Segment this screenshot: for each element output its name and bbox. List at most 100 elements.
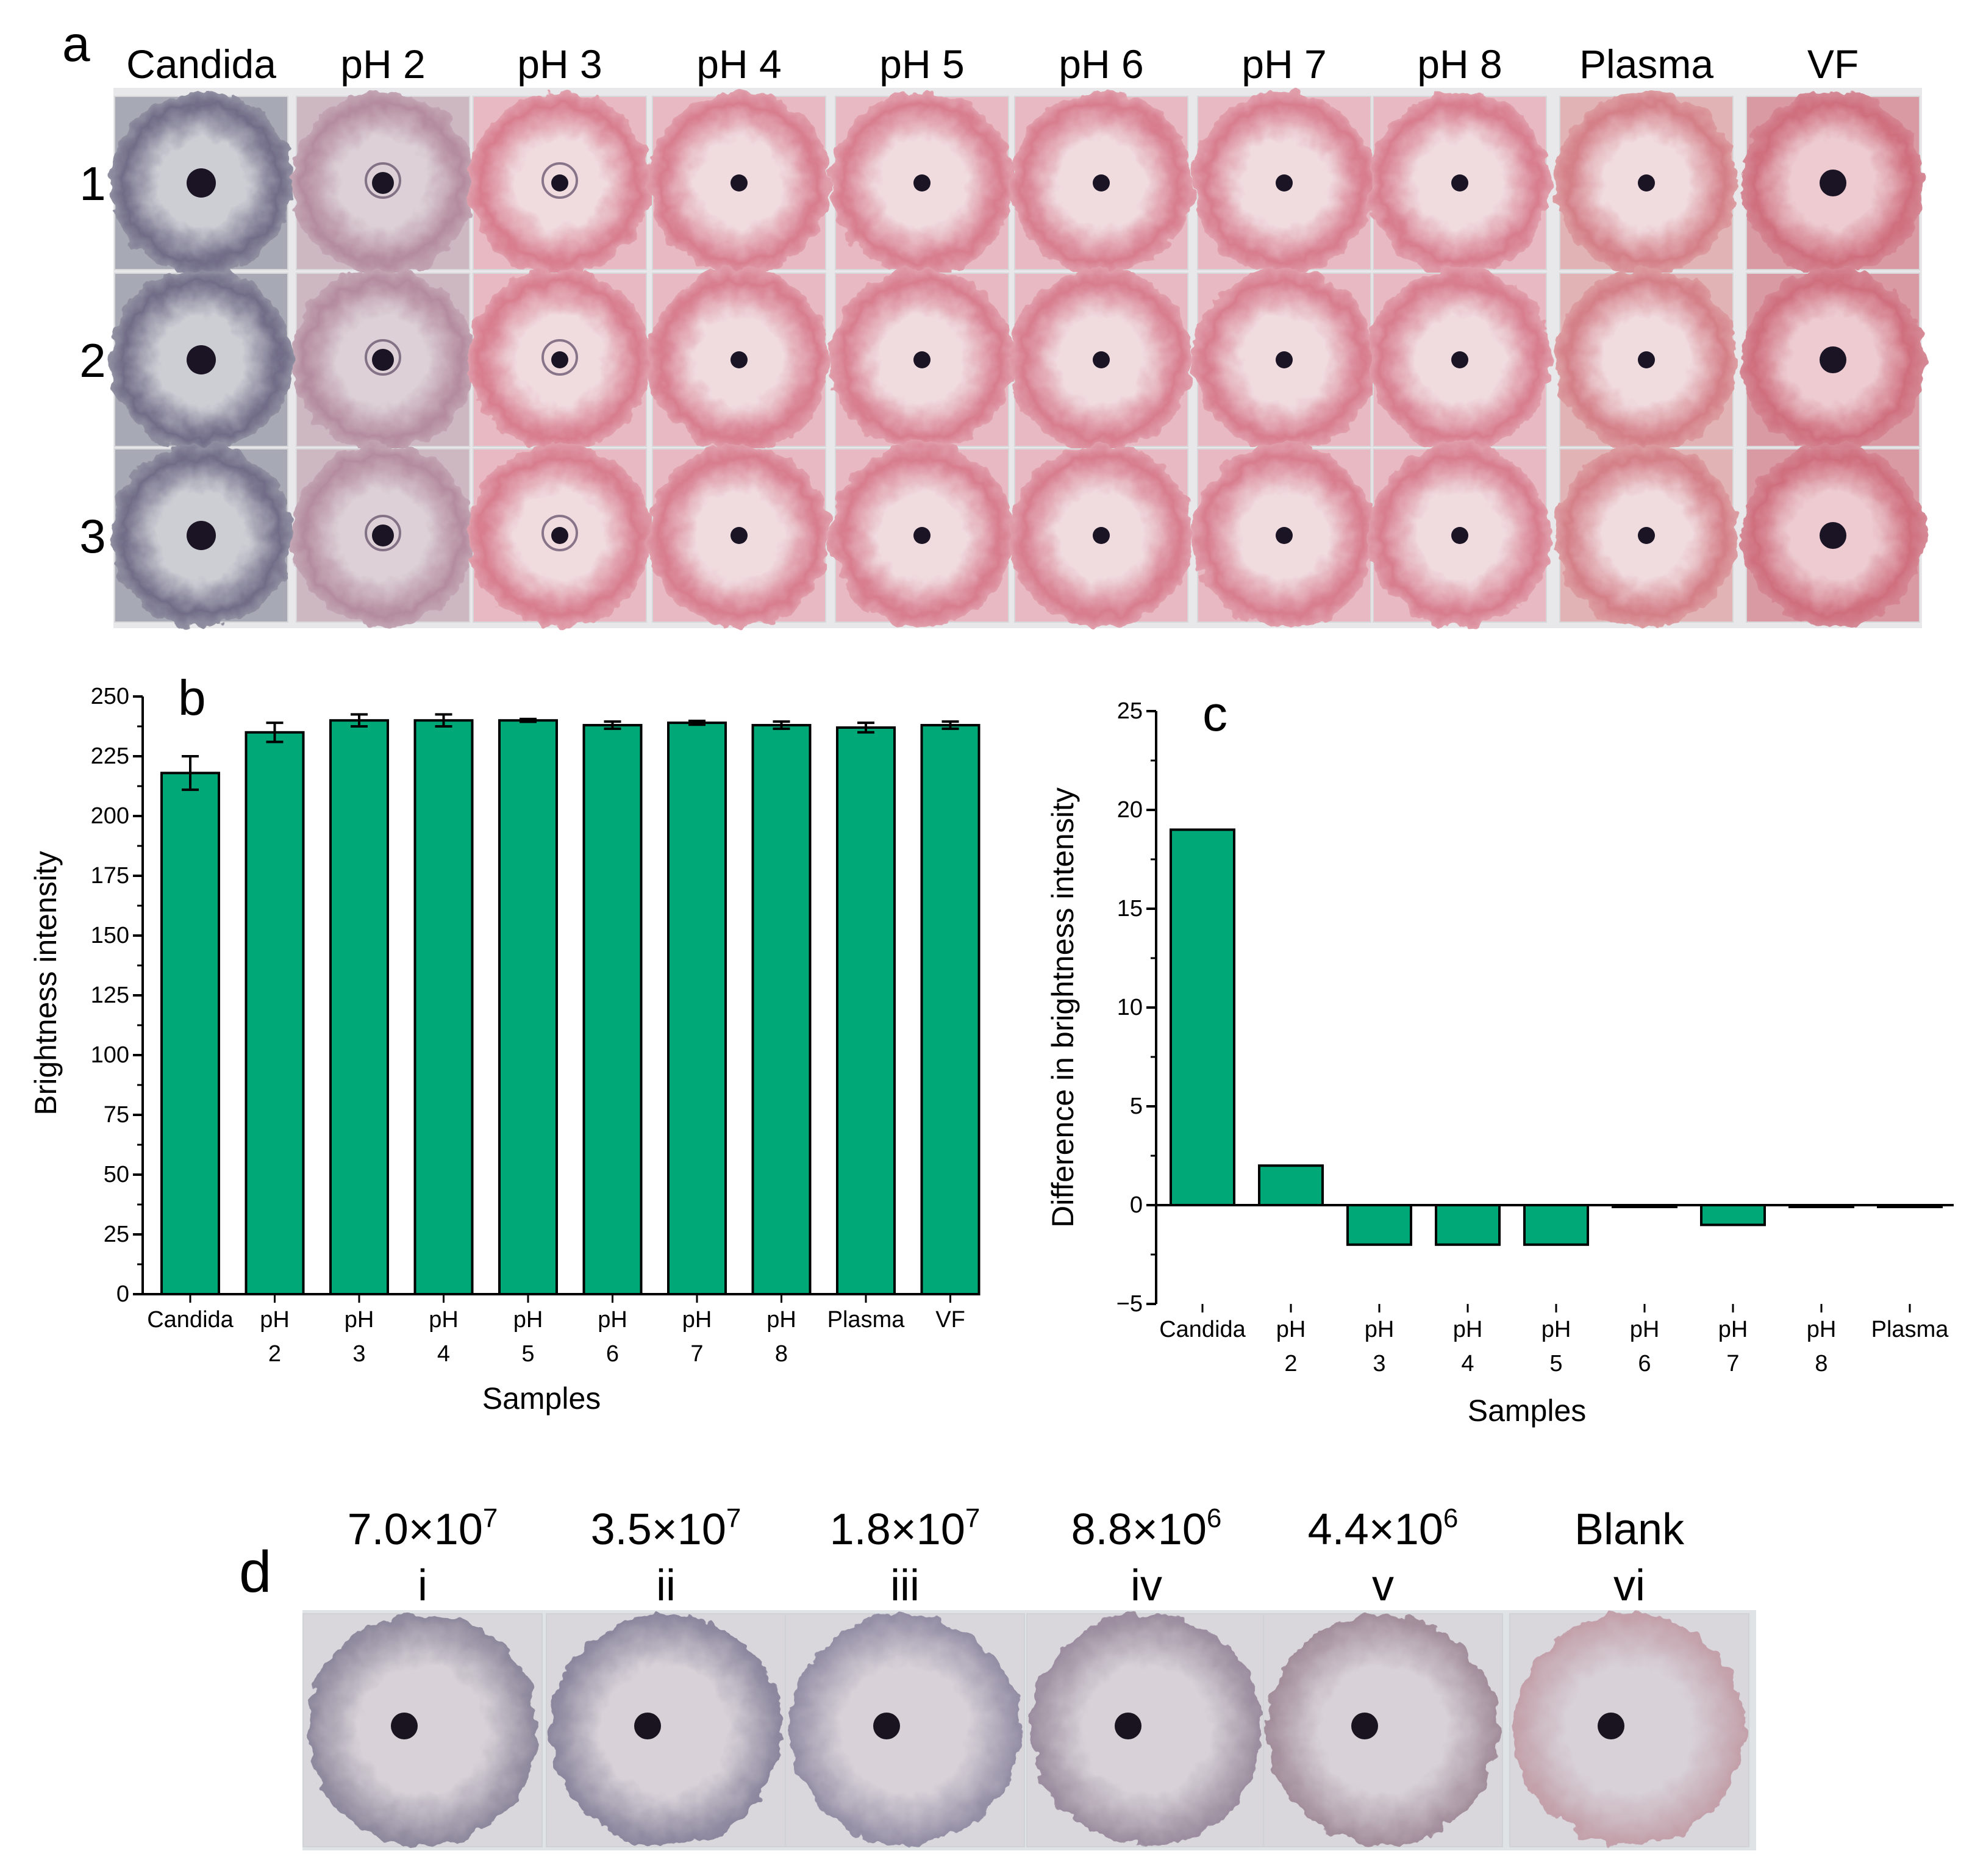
sample-tile bbox=[1193, 268, 1376, 451]
sample-numeral: i bbox=[418, 1561, 427, 1610]
sample-numeral: vi bbox=[1613, 1561, 1645, 1610]
x-tick-label: Plasma bbox=[827, 1307, 906, 1333]
y-tick-label: −5 bbox=[1116, 1291, 1143, 1317]
tile-center-dot bbox=[1093, 174, 1110, 192]
sample-tile bbox=[831, 268, 1013, 451]
tile-stain bbox=[1267, 1614, 1499, 1846]
tile-center-dot bbox=[1093, 527, 1110, 544]
sample-tile bbox=[468, 268, 651, 451]
x-tick-label: pH bbox=[1453, 1317, 1483, 1342]
tile-center-dot bbox=[913, 527, 931, 544]
panel-d-labels: 7.0×107i3.5×107ii1.8×107iii8.8×106iv4.4×… bbox=[348, 1503, 1685, 1610]
tile-center-dot bbox=[1820, 522, 1846, 549]
column-header: pH 5 bbox=[879, 41, 964, 87]
x-tick-label: 6 bbox=[606, 1341, 619, 1367]
sample-numeral: iii bbox=[890, 1561, 920, 1610]
sample-tile bbox=[648, 91, 831, 274]
concentration-mantissa: 1.8×10 bbox=[830, 1505, 965, 1554]
sample-tile bbox=[785, 1613, 1025, 1847]
tile-center-dot bbox=[1276, 351, 1293, 368]
error-bar bbox=[773, 720, 790, 730]
bar bbox=[1523, 1204, 1589, 1246]
tile-center-dot bbox=[634, 1713, 661, 1739]
tile-center-dot bbox=[551, 174, 568, 192]
panel-a-row-labels: 1 2 3 bbox=[79, 157, 105, 563]
y-tick-label: 5 bbox=[1130, 1094, 1143, 1119]
x-tick-label: Candida bbox=[147, 1307, 234, 1333]
panel-c-letter: c bbox=[1202, 686, 1227, 742]
x-tick-label: pH bbox=[1365, 1317, 1395, 1342]
sample-numeral: v bbox=[1372, 1561, 1394, 1610]
column-header: pH 3 bbox=[517, 41, 602, 87]
sample-tile bbox=[291, 268, 474, 451]
column-header: pH 8 bbox=[1417, 41, 1502, 87]
error-bar bbox=[266, 721, 284, 743]
panel-a-tiles bbox=[110, 91, 1924, 627]
panel-a-letter: a bbox=[62, 16, 90, 72]
panel-c-bars bbox=[1170, 828, 1943, 1246]
x-tick-label: VF bbox=[935, 1307, 965, 1333]
panel-b-x-tick-labels: Candida pH 2 pH 3 pH 4 pH 5 pH 6 pH 7 pH 8 Plasma VF bbox=[147, 1307, 965, 1367]
sample-tile bbox=[831, 91, 1013, 274]
tile-center-dot bbox=[551, 527, 568, 544]
tile-center-dot bbox=[391, 1713, 418, 1739]
x-tick-label: 7 bbox=[690, 1341, 703, 1367]
error-bar bbox=[688, 719, 706, 726]
y-tick-label: 175 bbox=[91, 863, 129, 889]
x-tick-label: 2 bbox=[1284, 1351, 1297, 1377]
tile-center-dot bbox=[372, 172, 394, 194]
tile-center-dot bbox=[1820, 170, 1846, 196]
tile-inner-ring bbox=[541, 162, 578, 199]
concentration-label: 1.8×107 bbox=[830, 1503, 981, 1554]
y-tick-label: 225 bbox=[91, 743, 129, 769]
y-tick-label: 15 bbox=[1117, 896, 1143, 922]
sample-tile bbox=[1010, 268, 1193, 451]
concentration-label: 7.0×107 bbox=[348, 1503, 498, 1554]
error-bar bbox=[857, 721, 874, 734]
concentration-label: Blank bbox=[1574, 1505, 1685, 1554]
x-tick-label: pH bbox=[1276, 1317, 1306, 1342]
panel-b-bars bbox=[160, 719, 981, 1296]
tile-center-dot bbox=[1351, 1713, 1378, 1739]
y-tick-label: 25 bbox=[104, 1222, 129, 1247]
sample-tile bbox=[291, 91, 474, 274]
sample-tile bbox=[1509, 1613, 1749, 1847]
y-tick-label: 75 bbox=[104, 1102, 129, 1128]
tile-center-dot bbox=[1820, 346, 1846, 373]
concentration-exponent: 7 bbox=[965, 1503, 980, 1533]
y-tick-label: 25 bbox=[1117, 698, 1143, 724]
panel-d: d 7.0×107i3.5×107ii1.8×107iii8.8×106iv4.… bbox=[239, 1503, 1756, 1850]
concentration-exponent: 6 bbox=[1443, 1503, 1458, 1533]
panel-c-x-tick-labels: Candida pH 2 pH 3 pH 4 pH 5 pH 6 pH 7 pH 8 Plasma bbox=[1159, 1317, 1949, 1377]
concentration-exponent: 7 bbox=[483, 1503, 498, 1533]
tile-center-dot bbox=[1115, 1713, 1141, 1739]
sample-numeral: iv bbox=[1131, 1561, 1162, 1610]
x-tick-label: 5 bbox=[1549, 1351, 1562, 1377]
tile-center-dot bbox=[1598, 1713, 1624, 1739]
error-bar bbox=[604, 720, 621, 730]
x-tick-label: 8 bbox=[1815, 1351, 1827, 1377]
tile-inner-ring bbox=[365, 515, 401, 551]
y-tick-label: 0 bbox=[1130, 1192, 1143, 1218]
x-tick-label: 3 bbox=[1373, 1351, 1385, 1377]
column-header: Plasma bbox=[1579, 41, 1713, 87]
tile-inner-ring bbox=[365, 162, 401, 199]
sample-tile bbox=[648, 268, 831, 451]
sample-tile bbox=[1368, 91, 1551, 274]
y-tick-label: 50 bbox=[104, 1162, 129, 1187]
row-label: 3 bbox=[79, 509, 105, 563]
sample-tile bbox=[302, 1613, 543, 1847]
panel-c-y-axis-label: Difference in brightness intensity bbox=[1046, 787, 1080, 1228]
tile-center-dot bbox=[731, 174, 748, 192]
bar bbox=[329, 719, 389, 1295]
sample-tile bbox=[1555, 91, 1738, 274]
column-header: pH 6 bbox=[1059, 41, 1143, 87]
x-tick-label: 2 bbox=[268, 1341, 281, 1367]
x-tick-label: 5 bbox=[521, 1341, 534, 1367]
bar bbox=[667, 721, 727, 1295]
tile-center-dot bbox=[1451, 351, 1468, 368]
bar bbox=[1700, 1204, 1766, 1226]
sample-tile bbox=[291, 444, 474, 627]
tile-inner-ring bbox=[365, 339, 401, 376]
sample-tile bbox=[1010, 444, 1193, 627]
